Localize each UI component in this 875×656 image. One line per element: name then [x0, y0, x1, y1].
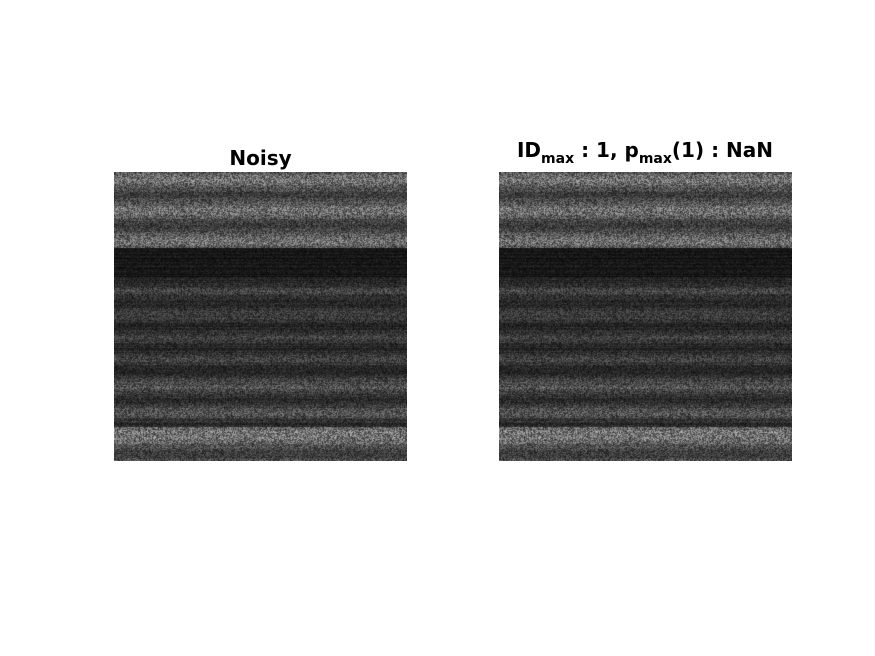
title-part-id-value: : 1, p [574, 138, 639, 162]
noisy-image [114, 172, 407, 461]
title-part-id: ID [516, 138, 542, 162]
title-part-p-value: (1) : NaN [671, 138, 773, 162]
noisy-image-panel [114, 172, 407, 461]
denoised-panel-title: IDmax : 1, pmax(1) : NaN [470, 138, 820, 166]
denoised-image [499, 172, 792, 461]
title-subscript-max-2: max [638, 151, 672, 167]
title-subscript-max-1: max [541, 151, 575, 167]
noisy-panel-title: Noisy [229, 146, 292, 170]
denoised-image-panel [499, 172, 792, 461]
